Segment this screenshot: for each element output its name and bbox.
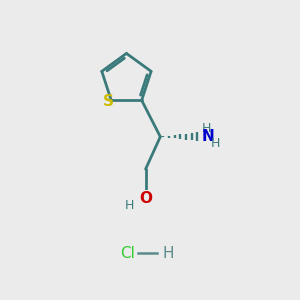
Text: S: S <box>103 94 114 109</box>
Text: H: H <box>211 137 220 150</box>
Text: Cl: Cl <box>120 246 135 261</box>
Text: H: H <box>162 246 174 261</box>
Text: H: H <box>202 122 211 135</box>
Text: H: H <box>125 199 134 212</box>
Text: O: O <box>139 191 152 206</box>
Text: N: N <box>202 129 214 144</box>
